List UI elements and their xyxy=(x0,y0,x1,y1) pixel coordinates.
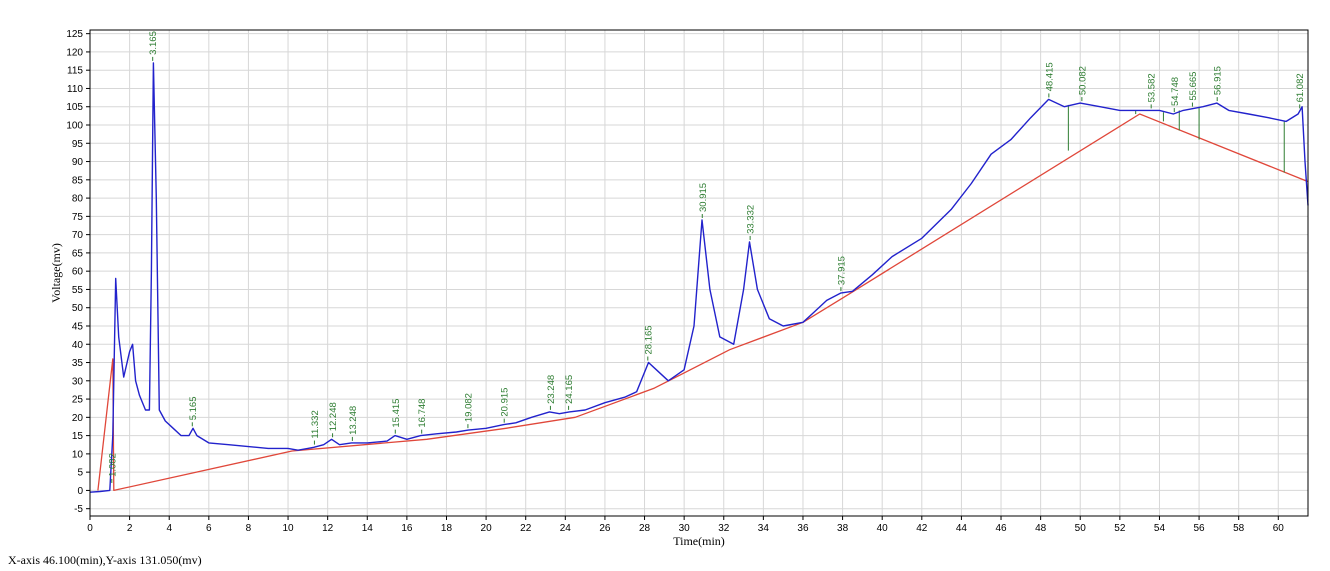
y-tick-label: 85 xyxy=(72,175,84,186)
peak-label: 12.248 xyxy=(328,402,339,431)
peak-label: 28.165 xyxy=(643,325,654,354)
x-tick-label: 16 xyxy=(401,523,413,534)
x-tick-label: 54 xyxy=(1154,523,1166,534)
y-tick-label: 70 xyxy=(72,230,84,241)
x-tick-label: 44 xyxy=(956,523,968,534)
peak-label: 61.082 xyxy=(1295,73,1306,102)
x-tick-label: 60 xyxy=(1273,523,1285,534)
y-tick-label: 105 xyxy=(66,102,83,113)
y-tick-label: 15 xyxy=(72,431,84,442)
x-tick-label: 58 xyxy=(1233,523,1245,534)
peak-label: 15.415 xyxy=(391,399,402,428)
y-tick-label: 35 xyxy=(72,358,84,369)
signal-line xyxy=(89,62,1309,493)
baseline-line xyxy=(97,113,1309,492)
peak-label: 5.165 xyxy=(188,397,199,421)
chromatogram-chart: 1.082 3.165 5.165 11.332 12.248 13.248 15.415 1… xyxy=(49,29,1309,548)
x-tick-label: 18 xyxy=(441,523,453,534)
y-tick-label: 50 xyxy=(72,303,84,314)
x-tick-label: 26 xyxy=(599,523,611,534)
x-tick-label: 34 xyxy=(758,523,770,534)
y-tick-label: 100 xyxy=(66,121,83,132)
x-tick-label: 22 xyxy=(520,523,532,534)
peak-drop-lines xyxy=(1067,104,1285,173)
y-tick-label: 5 xyxy=(77,468,83,479)
y-tick-label: 80 xyxy=(72,194,84,205)
y-tick-label: 125 xyxy=(66,29,83,40)
baseline-series xyxy=(97,113,1309,492)
x-tick-label: 12 xyxy=(322,523,334,534)
x-tick-label: 42 xyxy=(916,523,928,534)
peak-label: 33.332 xyxy=(746,205,757,234)
y-tick-label: 65 xyxy=(72,248,84,259)
x-tick-label: 28 xyxy=(639,523,651,534)
peak-label: 23.248 xyxy=(546,375,557,404)
y-tick-label: -5 xyxy=(74,504,83,515)
signal-series xyxy=(89,62,1309,493)
y-tick-label: 95 xyxy=(72,139,84,150)
x-tick-label: 30 xyxy=(679,523,691,534)
peak-label: 56.915 xyxy=(1213,66,1224,95)
peak-label: 1.082 xyxy=(107,453,118,477)
y-tick-label: 115 xyxy=(67,66,83,77)
y-tick-label: 30 xyxy=(72,376,84,387)
plot-frame xyxy=(89,29,1309,517)
x-tick-label: 2 xyxy=(127,523,133,534)
x-tick-label: 32 xyxy=(718,523,730,534)
y-tick-label: 0 xyxy=(77,486,83,497)
x-tick-label: 6 xyxy=(206,523,212,534)
y-tick-label: 20 xyxy=(72,413,84,424)
peak-label: 20.915 xyxy=(500,388,511,417)
peak-label: 54.748 xyxy=(1170,77,1181,106)
x-axis-title: Time(min) xyxy=(673,534,725,548)
peak-label: 55.665 xyxy=(1188,72,1199,101)
cursor-readout: X-axis 46.100(min),Y-axis 131.050(mv) xyxy=(8,553,202,567)
y-tick-label: 45 xyxy=(72,321,84,332)
grid-lines xyxy=(89,30,1308,516)
x-tick-label: 36 xyxy=(797,523,809,534)
y-tick-label: 90 xyxy=(72,157,84,168)
x-tick-label: 52 xyxy=(1114,523,1126,534)
x-tick-label: 50 xyxy=(1075,523,1087,534)
y-tick-label: 55 xyxy=(72,285,84,296)
y-tick-label: 10 xyxy=(72,449,84,460)
peak-label: 30.915 xyxy=(698,183,709,212)
x-tick-label: 8 xyxy=(246,523,252,534)
y-tick-label: 75 xyxy=(72,212,84,223)
peak-label: 24.165 xyxy=(564,375,575,404)
peak-markers: 1.082 3.165 5.165 11.332 12.248 13.248 15.415 1… xyxy=(107,31,1306,483)
y-tick-label: 120 xyxy=(66,47,83,58)
peak-label: 16.748 xyxy=(417,399,428,428)
x-tick-label: 40 xyxy=(877,523,889,534)
peak-label: 19.082 xyxy=(463,393,474,422)
y-tick-label: 25 xyxy=(72,395,84,406)
peak-label: 50.082 xyxy=(1077,66,1088,95)
peak-label: 13.248 xyxy=(348,406,359,435)
y-axis-ticks: -5 0 5 10 15 20 25 30 35 40 45 50 55 60 65 70 75 80 85 90 95… xyxy=(66,29,90,515)
peak-label: 37.915 xyxy=(836,256,847,285)
x-tick-label: 14 xyxy=(362,523,374,534)
y-tick-label: 40 xyxy=(72,340,84,351)
x-tick-label: 20 xyxy=(481,523,493,534)
x-tick-label: 48 xyxy=(1035,523,1047,534)
y-tick-label: 60 xyxy=(72,267,84,278)
x-tick-label: 4 xyxy=(166,523,172,534)
x-axis-ticks: 0 2 4 6 8 10 12 14 16 18 20 22 24 26 28 30 32 34 36 38 40 42 4… xyxy=(87,516,1284,534)
x-tick-label: 38 xyxy=(837,523,849,534)
peak-label: 11.332 xyxy=(310,410,321,438)
x-tick-label: 10 xyxy=(282,523,294,534)
x-tick-label: 24 xyxy=(560,523,572,534)
peak-label: 3.165 xyxy=(148,31,159,55)
x-tick-label: 0 xyxy=(87,523,93,534)
y-tick-label: 110 xyxy=(67,84,83,95)
y-axis-title: Voltage(mv) xyxy=(49,243,63,303)
peak-label: 53.582 xyxy=(1147,73,1158,102)
x-tick-label: 46 xyxy=(995,523,1007,534)
x-tick-label: 56 xyxy=(1194,523,1206,534)
peak-label: 48.415 xyxy=(1044,62,1055,91)
